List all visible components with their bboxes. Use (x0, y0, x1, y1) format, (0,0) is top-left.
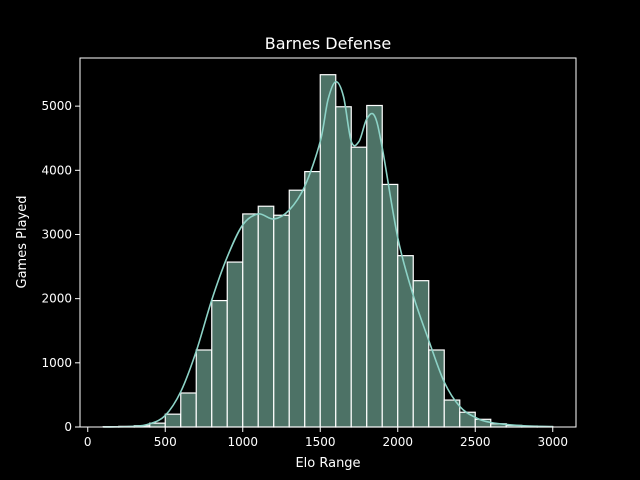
x-tick-label: 3000 (537, 435, 568, 449)
x-axis-label: Elo Range (295, 456, 360, 471)
y-tick-label: 3000 (41, 227, 72, 241)
chart-title: Barnes Defense (265, 34, 391, 53)
histogram-bar (164, 413, 182, 428)
y-tick-label: 5000 (41, 99, 72, 113)
histogram-bar (211, 299, 228, 428)
y-tick-label: 1000 (41, 356, 72, 370)
histogram-bar (459, 411, 476, 428)
histogram-bar (381, 183, 399, 428)
plot-frame (79, 57, 577, 428)
histogram-bar (226, 261, 244, 428)
histogram-bar (180, 392, 197, 428)
x-tick-label: 2000 (382, 435, 413, 449)
histogram-bar (397, 255, 414, 428)
histogram-bar (273, 214, 290, 428)
kde-curve-group (103, 80, 553, 428)
x-tick-label: 2500 (460, 435, 491, 449)
histogram-bars (102, 74, 554, 428)
histogram-bar (257, 205, 275, 428)
histogram-bar (242, 213, 259, 428)
histogram-bar (350, 146, 368, 428)
x-tick-label: 1000 (227, 435, 258, 449)
histogram-bar (335, 106, 352, 428)
y-tick-label: 2000 (41, 292, 72, 306)
histogram-bar (288, 189, 306, 428)
x-tick-label: 500 (154, 435, 177, 449)
histogram-bar (195, 349, 213, 428)
y-tick-label: 0 (64, 420, 72, 434)
histogram-bar (366, 104, 383, 428)
x-tick-label: 0 (84, 435, 92, 449)
y-axis-label: Games Played (15, 196, 30, 289)
x-axis: 0 500 1000 1500 2000 2500 3000 (84, 427, 568, 449)
y-axis: 0 1000 2000 3000 4000 5000 (41, 99, 80, 434)
y-tick-label: 4000 (41, 163, 72, 177)
kde-curve (103, 80, 553, 428)
histogram-bar (304, 170, 321, 428)
x-tick-label: 1500 (305, 435, 336, 449)
